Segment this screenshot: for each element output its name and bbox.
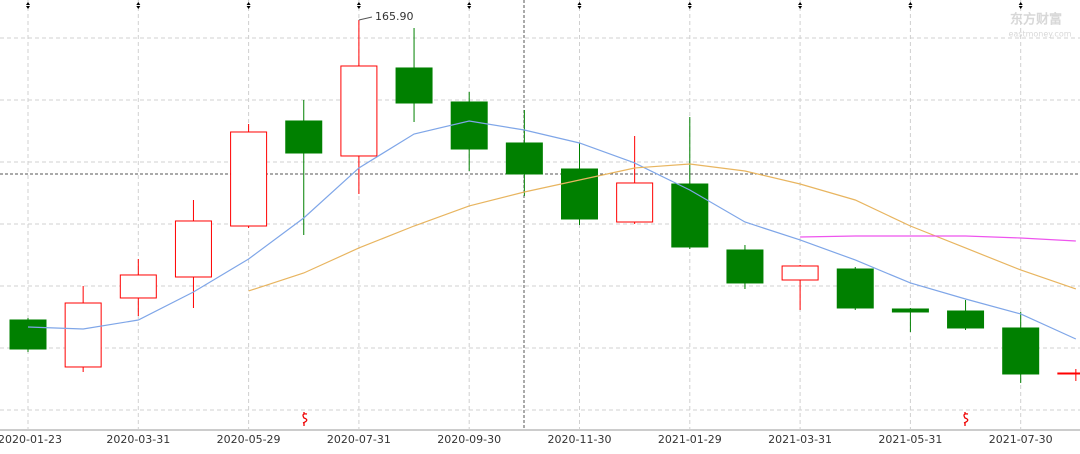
marker-icon [467,2,472,9]
candle-body [9,319,47,350]
marker-icon [356,2,361,9]
candle-body [1002,327,1040,375]
candle-body [1057,372,1080,375]
grid [0,37,1080,411]
candle-body [726,249,764,284]
x-tick-label: 2020-09-30 [437,433,501,446]
marker-icon [798,2,803,9]
x-tick-label: 2020-01-23 [0,433,62,446]
x-tick-label: 2020-07-31 [327,433,391,446]
candle-body [561,168,598,220]
candle-body [505,142,543,175]
marker-icon [1018,2,1023,9]
x-tick-label: 2020-11-30 [548,433,612,446]
candle-body [395,67,433,104]
signal-marker [963,412,969,426]
x-tick-label: 2020-03-31 [106,433,170,446]
candle-body [340,65,378,157]
candle-body [285,120,323,154]
marker-icon [908,2,913,9]
marker-icon [577,2,582,9]
x-tick-label: 2021-07-30 [989,433,1053,446]
candle-body [671,183,709,248]
candle-body [781,265,819,281]
marker-icon [26,2,30,9]
candle-body [119,274,157,299]
candle-body [174,220,212,278]
candle-body [947,310,985,329]
watermark: 东方财富 [1010,12,1062,28]
x-tick-label: 2021-03-31 [768,433,832,446]
watermark-sub: eastmoney.com [1008,30,1071,39]
moving-average-line [800,235,1076,242]
candle-body [891,308,929,313]
marker-icon [136,2,141,9]
signal-marker [302,412,308,426]
candle-body [616,182,654,223]
x-tick-label: 2021-01-29 [658,433,722,446]
moving-average-line [27,120,1077,340]
marker-icon [246,2,251,9]
moving-average-line [248,163,1077,292]
x-tick-label: 2020-05-29 [217,433,281,446]
annotation: 165.90 [375,10,414,23]
annotation-leader [358,16,373,21]
x-tick-label: 2021-05-31 [878,433,942,446]
candle-body [64,302,102,368]
candle-body [836,268,874,309]
candle-body [450,101,488,150]
marker-icon [687,2,692,9]
candle-body [230,131,268,227]
